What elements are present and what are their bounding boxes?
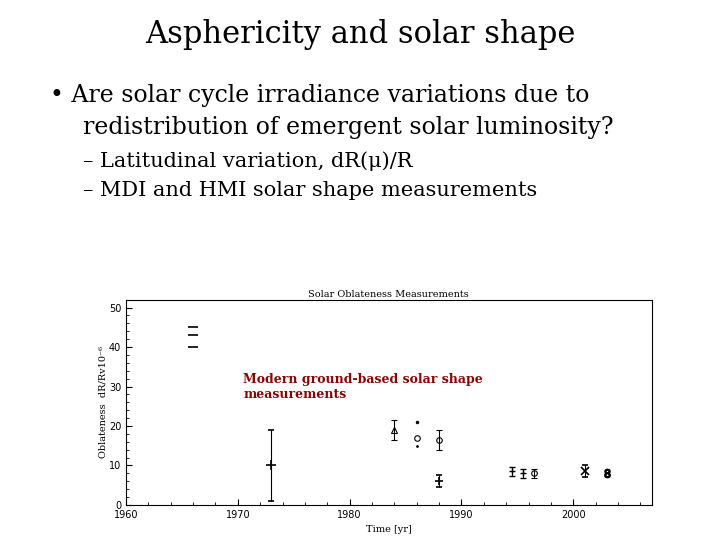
X-axis label: Time [yr]: Time [yr] bbox=[366, 525, 412, 534]
Text: – Latitudinal variation, dR(μ)/R: – Latitudinal variation, dR(μ)/R bbox=[83, 151, 413, 171]
Text: Asphericity and solar shape: Asphericity and solar shape bbox=[145, 19, 575, 50]
Title: Solar Oblateness Measurements: Solar Oblateness Measurements bbox=[308, 290, 469, 299]
Text: – MDI and HMI solar shape measurements: – MDI and HMI solar shape measurements bbox=[83, 181, 537, 200]
Y-axis label: Oblateness  dR/Rv10⁻⁶: Oblateness dR/Rv10⁻⁶ bbox=[99, 346, 107, 458]
Text: • Are solar cycle irradiance variations due to: • Are solar cycle irradiance variations … bbox=[50, 84, 590, 107]
Text: Modern ground-based solar shape
measurements: Modern ground-based solar shape measurem… bbox=[243, 373, 483, 401]
Text: redistribution of emergent solar luminosity?: redistribution of emergent solar luminos… bbox=[83, 116, 613, 139]
